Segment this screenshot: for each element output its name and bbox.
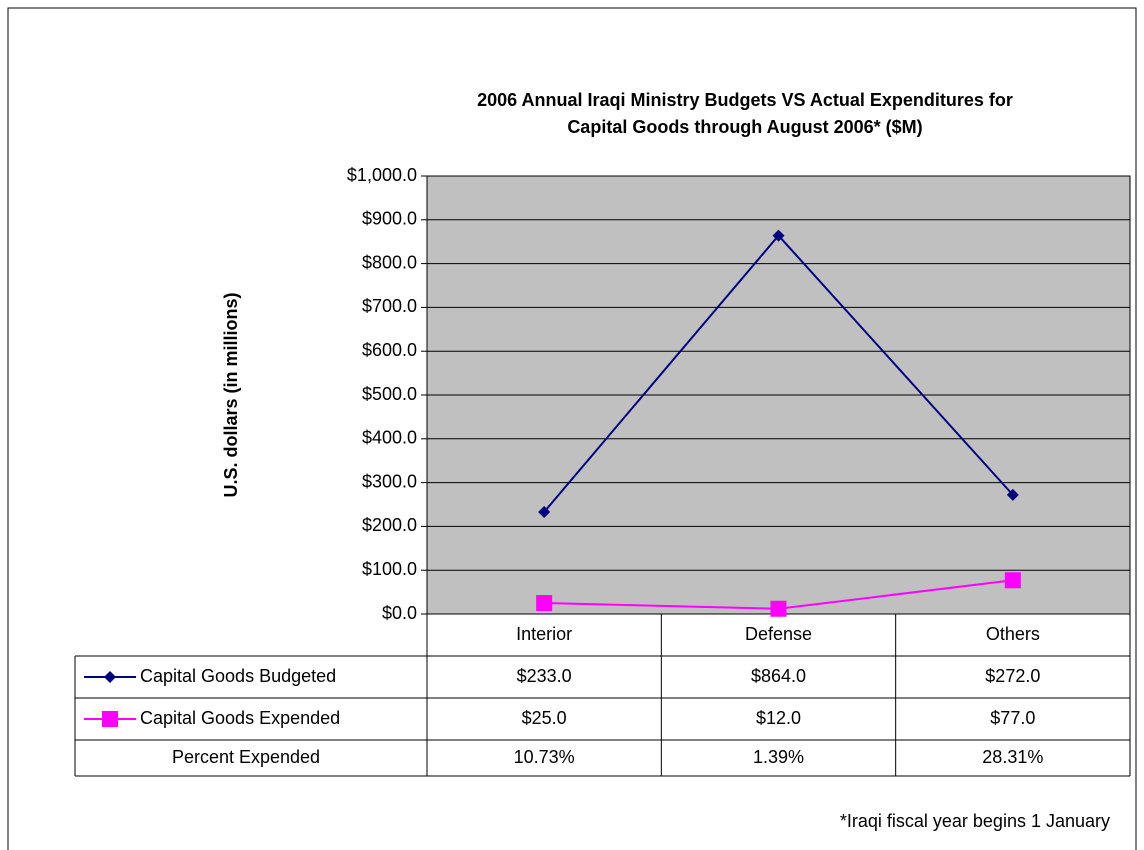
y-tick-label: $300.0 [362,471,417,491]
marker [1006,488,1019,501]
y-tick-label: $0.0 [382,603,417,623]
table-value: $233.0 [517,666,572,686]
x-tick-label: Others [986,624,1040,644]
table-value: 28.31% [982,747,1043,767]
table-value: $25.0 [522,708,567,728]
legend-marker [104,671,116,683]
y-tick-label: $800.0 [362,252,417,272]
chart-border [7,7,1137,850]
y-tick-label: $600.0 [362,340,417,360]
x-tick-label: Interior [516,624,572,644]
footnote: *Iraqi fiscal year begins 1 January [840,811,1110,831]
y-tick-label: $900.0 [362,209,417,229]
y-tick-label: $700.0 [362,296,417,316]
chart-title: Capital Goods through August 2006* ($M) [567,117,922,137]
y-tick-label: $100.0 [362,559,417,579]
legend-label: Capital Goods Expended [140,708,340,728]
legend-marker [102,711,118,727]
y-tick-label: $200.0 [362,515,417,535]
x-tick-label: Defense [745,624,812,644]
legend-label: Capital Goods Budgeted [140,666,336,686]
table-value: $77.0 [990,708,1035,728]
y-axis-label: U.S. dollars (in millions) [221,292,241,497]
table-value: 1.39% [753,747,804,767]
marker [536,595,553,612]
table-value: $864.0 [751,666,806,686]
y-tick-label: $400.0 [362,428,417,448]
marker [538,505,551,518]
marker [770,600,787,617]
table-value: $12.0 [756,708,801,728]
y-tick-label: $500.0 [362,384,417,404]
marker [772,229,785,242]
table-value: $272.0 [985,666,1040,686]
marker [1004,572,1021,589]
table-row-label: Percent Expended [172,747,320,767]
table-value: 10.73% [514,747,575,767]
y-tick-label: $1,000.0 [347,165,417,185]
chart-title: 2006 Annual Iraqi Ministry Budgets VS Ac… [477,90,1013,110]
